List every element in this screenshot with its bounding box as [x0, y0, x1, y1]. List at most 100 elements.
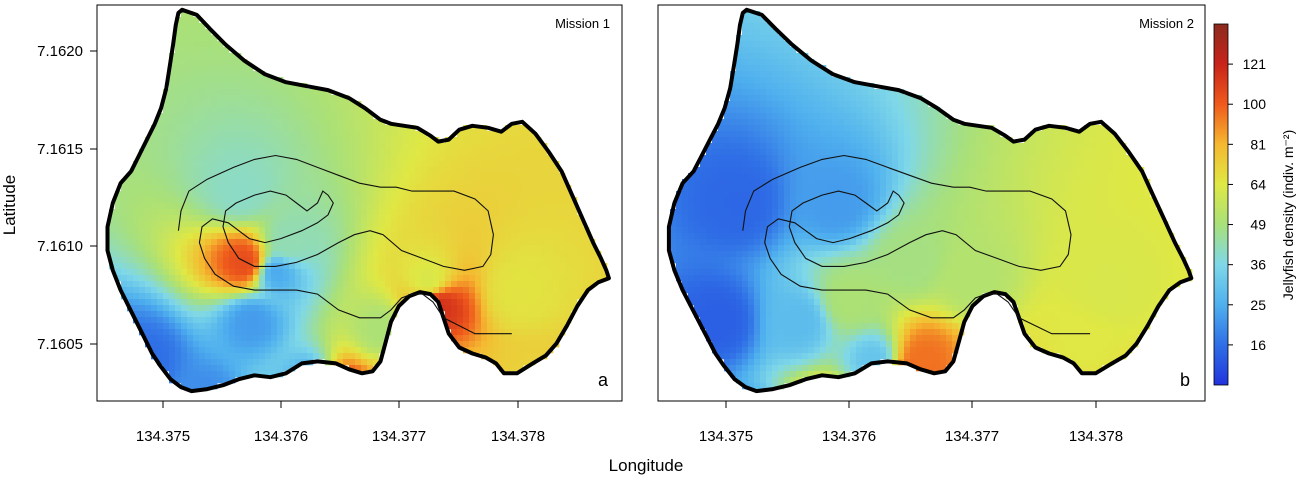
heat-cell	[331, 221, 338, 228]
heat-cell	[277, 149, 284, 156]
heat-cell	[211, 365, 218, 372]
heat-cell	[157, 233, 164, 240]
heat-cell	[217, 377, 224, 384]
heat-cell	[1138, 221, 1145, 228]
heat-cell	[229, 221, 236, 228]
heat-cell	[349, 149, 356, 156]
heat-cell	[1066, 173, 1073, 180]
heat-cell	[688, 179, 695, 186]
heat-cell	[808, 149, 815, 156]
heat-cell	[139, 269, 146, 276]
heat-cell	[898, 197, 905, 204]
heat-cell	[373, 197, 380, 204]
heat-cell	[187, 113, 194, 120]
heat-cell	[808, 143, 815, 150]
heat-cell	[964, 173, 971, 180]
heat-cell	[487, 281, 494, 288]
heat-cell	[169, 173, 176, 180]
heat-cell	[874, 143, 881, 150]
heat-cell	[307, 185, 314, 192]
heat-cell	[772, 185, 779, 192]
heat-cell	[337, 275, 344, 282]
heat-cell	[523, 353, 530, 360]
heat-cell	[205, 41, 212, 48]
heat-cell	[760, 17, 767, 24]
heat-cell	[331, 245, 338, 252]
heat-cell	[295, 305, 302, 312]
heat-cell	[571, 239, 578, 246]
heat-cell	[271, 167, 278, 174]
heat-cell	[487, 191, 494, 198]
heat-cell	[922, 119, 929, 126]
heat-cell	[187, 377, 194, 384]
heat-cell	[748, 101, 755, 108]
heat-cell	[223, 119, 230, 126]
heat-cell	[439, 161, 446, 168]
heat-cell	[139, 191, 146, 198]
heat-cell	[898, 107, 905, 114]
heat-cell	[868, 89, 875, 96]
heat-cell	[211, 239, 218, 246]
heat-cell	[958, 167, 965, 174]
heat-cell	[379, 149, 386, 156]
heat-cell	[163, 239, 170, 246]
heat-cell	[583, 281, 590, 288]
heat-cell	[385, 209, 392, 216]
heat-cell	[199, 185, 206, 192]
heat-cell	[181, 347, 188, 354]
heat-cell	[976, 185, 983, 192]
heat-cell	[337, 359, 344, 366]
heat-cell	[1030, 167, 1037, 174]
heat-cell	[922, 161, 929, 168]
heat-cell	[505, 275, 512, 282]
heat-cell	[415, 275, 422, 282]
heat-cell	[439, 293, 446, 300]
heat-cell	[139, 173, 146, 180]
heat-cell	[706, 173, 713, 180]
heat-cell	[838, 173, 845, 180]
heat-cell	[808, 227, 815, 234]
heat-cell	[772, 83, 779, 90]
heat-cell	[325, 269, 332, 276]
heat-cell	[1120, 179, 1127, 186]
heat-cell	[313, 179, 320, 186]
heat-cell	[547, 299, 554, 306]
heat-cell	[766, 227, 773, 234]
heat-cell	[1048, 161, 1055, 168]
heat-cell	[127, 269, 134, 276]
heat-cell	[916, 113, 923, 120]
heat-cell	[157, 269, 164, 276]
heat-cell	[910, 209, 917, 216]
heat-cell	[205, 35, 212, 42]
heat-cell	[886, 233, 893, 240]
heat-cell	[487, 203, 494, 210]
heat-cell	[958, 143, 965, 150]
heat-cell	[211, 143, 218, 150]
heat-cell	[295, 89, 302, 96]
heat-cell	[421, 251, 428, 258]
heat-cell	[892, 215, 899, 222]
heat-cell	[277, 113, 284, 120]
heat-cell	[205, 155, 212, 162]
heat-cell	[730, 83, 737, 90]
heat-cell	[1054, 173, 1061, 180]
heat-cell	[373, 179, 380, 186]
heat-cell	[469, 305, 476, 312]
heat-cell	[874, 221, 881, 228]
heat-cell	[826, 233, 833, 240]
heat-cell	[760, 173, 767, 180]
heat-cell	[289, 101, 296, 108]
heat-cell	[427, 227, 434, 234]
heat-cell	[682, 185, 689, 192]
heat-cell	[1030, 197, 1037, 204]
heat-cell	[784, 107, 791, 114]
heat-cell	[469, 293, 476, 300]
heat-cell	[241, 251, 248, 258]
heat-cell	[856, 191, 863, 198]
heat-cell	[529, 221, 536, 228]
heat-cell	[1066, 209, 1073, 216]
heat-cell	[766, 113, 773, 120]
density-heatmap	[670, 11, 1193, 390]
heat-cell	[463, 287, 470, 294]
heat-cell	[343, 281, 350, 288]
